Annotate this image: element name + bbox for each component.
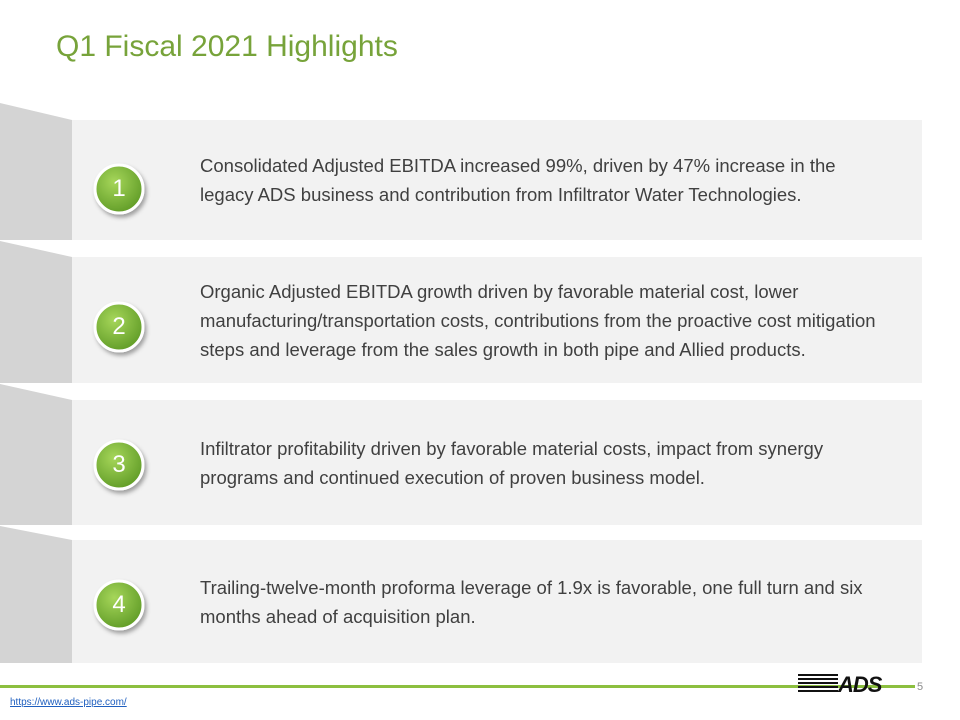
row-panels — [0, 103, 922, 663]
item-text: Trailing-twelve-month proforma leverage … — [200, 576, 863, 627]
number-circles — [93, 163, 145, 631]
footer-line — [0, 685, 915, 688]
item-number: 2 — [112, 313, 126, 340]
item-number: 1 — [112, 175, 126, 202]
slide-title: Q1 Fiscal 2021 Highlights — [56, 30, 398, 63]
footer-link[interactable]: https://www.ads-pipe.com/ — [10, 697, 127, 708]
item-text: Infiltrator profitability driven by favo… — [200, 437, 824, 488]
item-number: 3 — [112, 451, 126, 478]
page-number: 5 — [917, 681, 924, 693]
item-text: Consolidated Adjusted EBITDA increased 9… — [200, 155, 836, 205]
item-number: 4 — [112, 591, 126, 618]
logo: ADS — [838, 672, 882, 697]
item-text: Organic Adjusted EBITDA growth driven by… — [200, 280, 876, 360]
logo-stripes — [798, 674, 838, 692]
